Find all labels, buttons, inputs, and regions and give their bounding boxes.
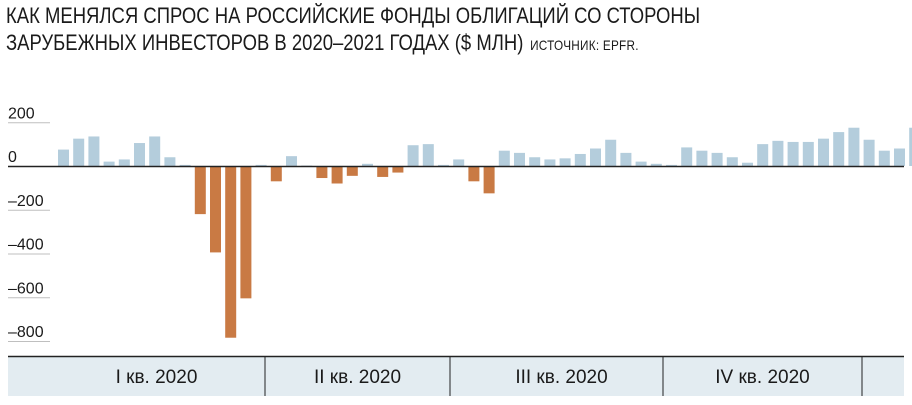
bar-positive bbox=[286, 156, 297, 166]
bar-positive bbox=[438, 164, 449, 166]
bar-positive bbox=[574, 153, 586, 166]
chart-title-line2-text: ЗАРУБЕЖНЫХ ИНВЕСТОРОВ В 2020–2021 ГОДАХ … bbox=[6, 30, 524, 55]
bar-positive bbox=[605, 139, 617, 166]
quarter-label: I кв. 2020 bbox=[116, 367, 198, 388]
chart-title-line1: КАК МЕНЯЛСЯ СПРОС НА РОССИЙСКИЕ ФОНДЫ ОБ… bbox=[6, 3, 701, 28]
bar-positive bbox=[742, 162, 753, 166]
bar-positive bbox=[179, 164, 191, 166]
y-tick-label: –200 bbox=[8, 193, 44, 210]
source-note: ИСТОЧНИК: EPFR. bbox=[530, 37, 639, 53]
bar-negative bbox=[225, 166, 237, 338]
quarter-label: III кв. 2020 bbox=[515, 367, 607, 388]
bars bbox=[58, 127, 912, 338]
bar-negative bbox=[392, 166, 404, 173]
bar-positive bbox=[407, 145, 419, 166]
gridlines bbox=[8, 122, 50, 342]
y-tick-label: 200 bbox=[8, 105, 35, 122]
bar-positive bbox=[787, 141, 799, 166]
bar-positive bbox=[726, 157, 738, 166]
bar-positive bbox=[802, 141, 814, 166]
bar-positive bbox=[255, 164, 267, 166]
bar-positive bbox=[134, 143, 145, 166]
bar-positive bbox=[559, 158, 571, 166]
bar-positive bbox=[544, 159, 556, 166]
bar-negative bbox=[210, 166, 221, 253]
bar-negative bbox=[331, 166, 343, 184]
quarter-label: IV кв. 2020 bbox=[715, 367, 809, 388]
bar-positive bbox=[772, 140, 784, 166]
y-tick-label: –800 bbox=[8, 324, 44, 341]
bar-positive bbox=[894, 148, 905, 166]
bar-negative bbox=[483, 166, 495, 194]
bar-positive bbox=[88, 136, 100, 166]
chart-title: КАК МЕНЯЛСЯ СПРОС НА РОССИЙСКИЕ ФОНДЫ ОБ… bbox=[6, 2, 762, 59]
bar-positive bbox=[696, 150, 708, 166]
bar-negative bbox=[468, 166, 480, 182]
bar-positive bbox=[58, 149, 69, 166]
bar-positive bbox=[453, 159, 465, 166]
bar-negative bbox=[240, 166, 252, 299]
y-tick-label: 0 bbox=[8, 149, 17, 166]
bar-negative bbox=[346, 166, 358, 176]
bar-positive bbox=[848, 127, 860, 166]
bar-positive bbox=[118, 159, 130, 166]
bar-negative bbox=[377, 166, 389, 177]
bar-positive bbox=[149, 136, 161, 166]
bar-positive bbox=[711, 152, 723, 166]
bar-negative bbox=[316, 166, 328, 179]
bar-positive bbox=[757, 144, 769, 166]
bar-positive bbox=[590, 148, 601, 166]
bar-positive bbox=[422, 144, 434, 166]
bar-positive bbox=[620, 152, 632, 166]
bar-positive bbox=[863, 139, 875, 166]
quarter-band-bg bbox=[8, 356, 904, 396]
bar-positive bbox=[878, 150, 890, 166]
bar-positive bbox=[909, 127, 912, 166]
bar-positive bbox=[833, 132, 845, 166]
bar-positive bbox=[103, 161, 115, 166]
chart-title-line2: ЗАРУБЕЖНЫХ ИНВЕСТОРОВ В 2020–2021 ГОДАХ … bbox=[6, 29, 762, 59]
quarter-label: II кв. 2020 bbox=[314, 367, 401, 388]
bar-positive bbox=[818, 138, 829, 166]
quarter-band bbox=[8, 355, 904, 396]
bar-positive bbox=[498, 150, 510, 166]
bar-positive bbox=[681, 147, 693, 166]
axes bbox=[8, 165, 904, 396]
y-tick-labels: 200 0 –200 –400 –600 –800 bbox=[8, 105, 44, 341]
y-tick-label: –400 bbox=[8, 237, 44, 254]
bar-negative bbox=[194, 166, 206, 215]
bar-positive bbox=[529, 157, 541, 166]
bar-positive bbox=[666, 164, 677, 166]
bar-negative bbox=[270, 166, 282, 182]
bar-positive bbox=[73, 138, 85, 166]
bar-positive bbox=[514, 152, 525, 166]
bar-positive bbox=[362, 163, 373, 166]
bar-positive bbox=[635, 161, 647, 166]
bar-positive bbox=[650, 163, 662, 166]
bar-positive bbox=[164, 157, 176, 166]
quarter-labels: I кв. 2020 II кв. 2020 III кв. 2020 IV кв. … bbox=[116, 367, 810, 388]
y-tick-label: –600 bbox=[8, 280, 44, 297]
